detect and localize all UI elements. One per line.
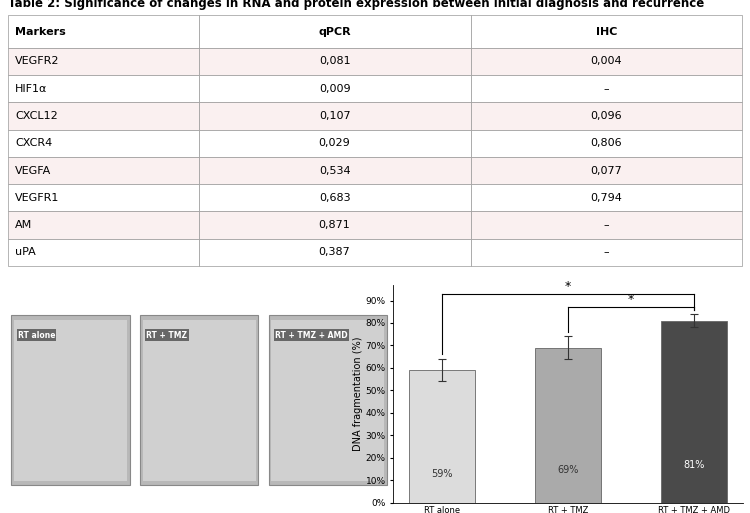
Text: *: *	[628, 293, 634, 306]
Bar	[662, 321, 727, 503]
Text: RT + TMZ + AMD: RT + TMZ + AMD	[275, 330, 348, 340]
Text: RT alone: RT alone	[18, 330, 56, 340]
Text: 59%: 59%	[431, 469, 453, 479]
Bar	[410, 370, 475, 503]
Bar	[272, 320, 384, 481]
Bar	[11, 315, 130, 485]
Text: RT + TMZ: RT + TMZ	[146, 330, 188, 340]
Text: *: *	[565, 280, 571, 292]
Bar	[268, 315, 387, 485]
Bar	[142, 320, 256, 481]
Bar	[14, 320, 127, 481]
Text: 81%: 81%	[683, 460, 704, 470]
Y-axis label: DNA fragmentation (%): DNA fragmentation (%)	[352, 337, 363, 451]
Text: 69%: 69%	[557, 465, 579, 475]
Bar	[536, 348, 601, 503]
Text: Table 2: Significance of changes in RNA and protein expression between initial d: Table 2: Significance of changes in RNA …	[8, 0, 704, 10]
Bar	[140, 315, 258, 485]
